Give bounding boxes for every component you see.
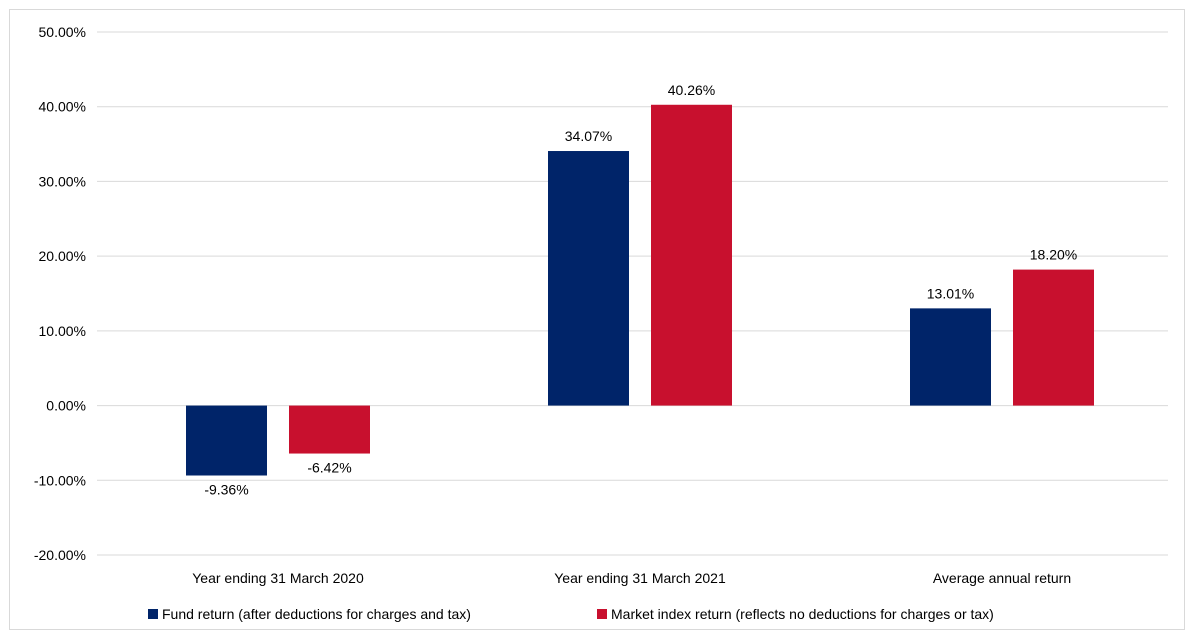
y-axis-tick-labels: 50.00% 40.00% 30.00% 20.00% 10.00% 0.00% -10.0…: [34, 24, 86, 563]
category-labels: Year ending 31 March 2020 Year ending 31 …: [192, 570, 1071, 586]
bar-market-1: [651, 104, 732, 406]
y-tick-label: -20.00%: [34, 547, 86, 563]
bar-market-0: [289, 405, 370, 454]
y-tick-label: 40.00%: [39, 99, 86, 115]
data-label: 13.01%: [927, 285, 974, 301]
y-tick-label: -10.00%: [34, 472, 86, 488]
y-tick-label: 30.00%: [39, 173, 86, 189]
data-label: 34.07%: [565, 128, 612, 144]
legend: Fund return (after deductions for charge…: [148, 606, 994, 622]
legend-label: Market index return (reflects no deducti…: [611, 606, 994, 622]
y-tick-label: 50.00%: [39, 24, 86, 40]
category-label: Average annual return: [933, 570, 1071, 586]
bar-fund-2: [910, 308, 991, 406]
legend-swatch: [148, 609, 158, 619]
y-tick-label: 20.00%: [39, 248, 86, 264]
category-label: Year ending 31 March 2020: [192, 570, 364, 586]
bars: [186, 104, 1094, 476]
data-label: -6.42%: [307, 460, 351, 476]
data-label: 40.26%: [668, 82, 715, 98]
bar-fund-0: [186, 405, 267, 476]
bar-fund-1: [548, 151, 629, 406]
data-labels: -9.36% -6.42% 34.07% 40.26% 13.01% 18.20%: [204, 82, 1077, 498]
y-tick-label: 0.00%: [46, 398, 86, 414]
legend-label: Fund return (after deductions for charge…: [162, 606, 471, 622]
data-label: 18.20%: [1030, 247, 1077, 263]
legend-swatch: [597, 609, 607, 619]
y-tick-label: 10.00%: [39, 323, 86, 339]
category-label: Year ending 31 March 2021: [554, 570, 726, 586]
bar-market-2: [1013, 269, 1094, 406]
data-label: -9.36%: [204, 482, 248, 498]
gridlines: [97, 31, 1168, 556]
